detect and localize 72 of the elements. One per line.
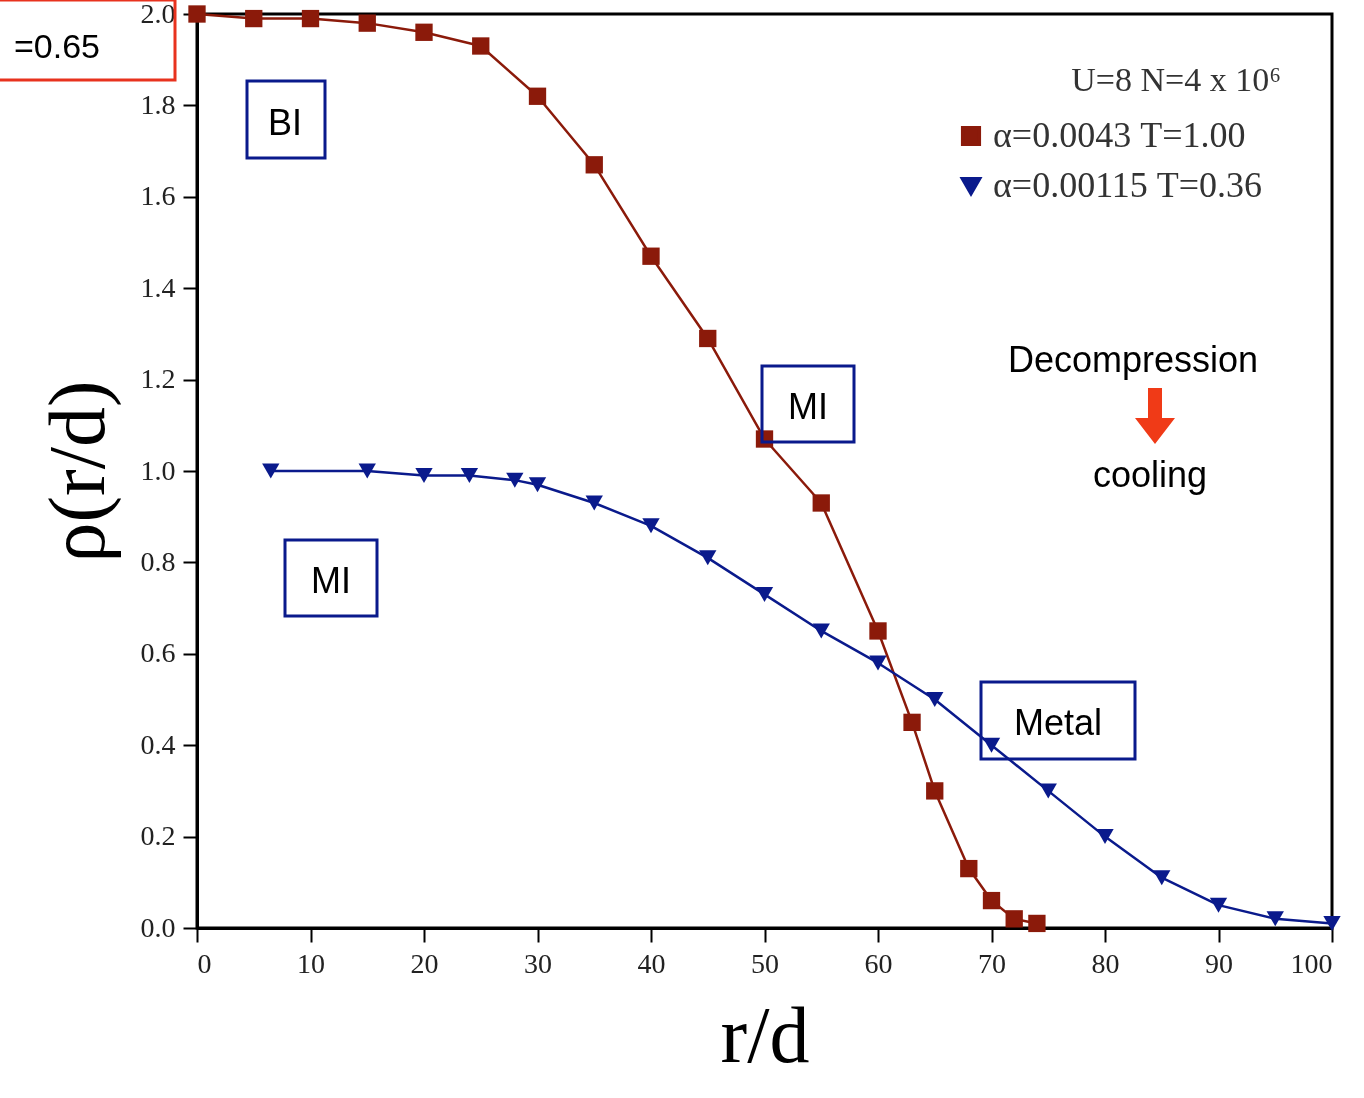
x-tick-label: 30	[524, 947, 552, 979]
x-tick-label: 40	[637, 947, 666, 979]
point	[1209, 897, 1228, 913]
point	[1266, 911, 1284, 927]
x-tick-label: 50	[751, 947, 779, 979]
point	[585, 495, 603, 511]
point	[1039, 783, 1057, 799]
x-tick-label: 100	[1290, 947, 1333, 979]
y-tick-label: 1.0	[140, 454, 176, 486]
x-tick-label: 70	[978, 947, 1006, 979]
point	[812, 623, 830, 639]
point	[188, 5, 206, 23]
point	[642, 247, 660, 265]
point	[358, 463, 376, 479]
point	[642, 518, 660, 534]
point	[472, 37, 490, 55]
point	[926, 692, 944, 707]
annotation: MI	[311, 560, 351, 601]
point	[528, 87, 547, 105]
point	[755, 586, 774, 602]
annotation: cooling	[1092, 454, 1208, 495]
point	[585, 156, 603, 174]
y-tick-label: 0.8	[140, 545, 176, 577]
point	[699, 550, 717, 566]
x-tick-label: 80	[1091, 947, 1120, 979]
point	[982, 891, 1001, 910]
point	[1153, 870, 1171, 886]
annotation: MI	[788, 386, 828, 427]
y-tick-label: 0.2	[140, 820, 176, 852]
point	[1028, 914, 1046, 933]
point	[1005, 910, 1023, 928]
point	[926, 782, 944, 800]
annotation: Decompression	[1007, 339, 1259, 380]
legend-title: U=8 N=4 x 10⁶	[1071, 61, 1281, 98]
point	[1096, 829, 1114, 845]
point	[415, 468, 433, 484]
legend-label: α=0.0043 T=1.00	[993, 115, 1246, 155]
y-tick-label: 1.4	[140, 271, 176, 303]
text: =0.65	[13, 27, 100, 65]
point	[869, 622, 887, 640]
y-axis-title: ρ(r/d)	[32, 380, 122, 563]
point	[699, 329, 717, 348]
point	[982, 737, 1001, 753]
point	[262, 463, 280, 479]
point	[528, 477, 547, 493]
y-tick-label: 0.4	[140, 728, 176, 760]
annotation: BI	[267, 102, 303, 143]
point	[960, 859, 978, 878]
point	[415, 23, 433, 41]
point	[245, 9, 263, 28]
x-tick-label: 60	[864, 947, 893, 979]
point	[1323, 915, 1341, 931]
x-tick-label: 10	[297, 947, 325, 979]
x-tick-label: 20	[410, 947, 439, 979]
x-tick-label: 90	[1205, 947, 1233, 979]
y-tick-label: 1.2	[140, 363, 176, 395]
point	[903, 713, 921, 732]
point	[869, 655, 887, 671]
point	[358, 14, 376, 32]
y-tick-label: 1.8	[140, 88, 176, 120]
point	[506, 472, 524, 488]
x-axis-title: r/d	[720, 990, 810, 1079]
point	[460, 468, 479, 484]
y-tick-label: 2.0	[140, 0, 176, 29]
legend-label: α=0.00115 T=0.36	[993, 165, 1263, 205]
point	[812, 494, 830, 512]
point	[301, 9, 320, 28]
x-tick-label: 0	[197, 947, 212, 979]
y-tick-label: 0.0	[140, 911, 176, 943]
y-tick-label: 0.6	[140, 637, 176, 669]
annotation: Metal	[1013, 702, 1103, 743]
y-tick-label: 1.6	[140, 180, 176, 212]
